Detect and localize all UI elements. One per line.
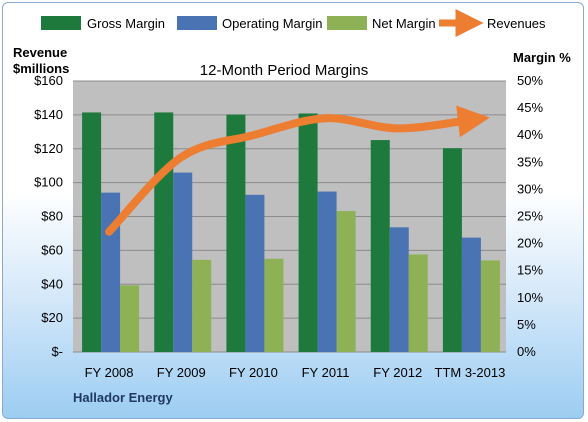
chart-title: 12-Month Period Margins [200,62,368,79]
left-tick-label: $60 [41,242,63,257]
right-tick-label: 35% [517,154,543,169]
x-tick-label: FY 2010 [229,365,278,380]
bar-gross-margin [298,113,318,353]
right-tick-label: 40% [517,127,543,142]
right-tick-label: 15% [517,263,543,278]
plot-area: $- $20 $40 $60 $80 $100 $120 $140 $160 0% 5% 10% 15%… [34,73,543,380]
legend-swatch-operating-margin [177,16,217,30]
bar-net-margin [192,259,212,352]
left-tick-label: $40 [41,276,63,291]
bar-operating-margin [173,172,193,352]
legend: Gross Margin Operating Margin Net Margin… [41,9,546,37]
left-tick-label: $140 [34,107,63,122]
chart-frame: Gross Margin Operating Margin Net Margin… [2,2,584,419]
left-tick-label: $20 [41,310,63,325]
company-name: Hallador Energy [73,390,173,405]
bar-net-margin [336,211,356,352]
bar-operating-margin [245,194,265,352]
right-tick-label: 0% [517,344,536,359]
left-tick-label: $- [51,344,63,359]
legend-label-gross-margin: Gross Margin [87,16,165,31]
bar-operating-margin [389,227,409,352]
x-tick-label: FY 2012 [373,365,422,380]
right-tick-label: 45% [517,100,543,115]
left-tick-label: $80 [41,209,63,224]
bar-net-margin [408,254,428,352]
right-tick-label: 30% [517,181,543,196]
bar-net-margin [480,260,500,352]
bar-gross-margin [154,112,174,352]
left-axis-title-line1: Revenue [13,45,67,60]
x-tick-label: TTM 3-2013 [435,365,506,380]
legend-label-revenues: Revenues [487,16,546,31]
bar-gross-margin [226,114,246,352]
right-tick-label: 5% [517,317,536,332]
left-axis-title-line2: $millions [13,61,69,76]
legend-label-net-margin: Net Margin [372,16,436,31]
bar-operating-margin [461,237,481,352]
x-tick-label: FY 2011 [302,365,350,380]
chart-svg: Gross Margin Operating Margin Net Margin… [13,9,571,405]
left-tick-label: $160 [34,73,63,88]
bar-operating-margin [317,191,337,352]
right-tick-label: 25% [517,209,543,224]
x-tick-label: FY 2009 [157,365,206,380]
revenues-line [105,105,490,236]
legend-swatch-gross-margin [41,16,81,30]
right-tick-label: 50% [517,73,543,88]
left-tick-label: $120 [34,141,63,156]
legend-label-operating-margin: Operating Margin [222,16,322,31]
bar-net-margin [264,258,284,352]
right-axis-title: Margin % [513,50,571,65]
bar-gross-margin [370,140,390,352]
legend-swatch-net-margin [327,16,367,30]
right-tick-label: 20% [517,236,543,251]
right-tick-label: 10% [517,290,543,305]
bar-gross-margin [442,148,462,352]
bar-gross-margin [82,112,102,352]
bar-operating-margin [101,192,121,352]
left-tick-label: $100 [34,175,63,190]
bar-net-margin [120,285,140,352]
x-tick-label: FY 2008 [85,365,134,380]
